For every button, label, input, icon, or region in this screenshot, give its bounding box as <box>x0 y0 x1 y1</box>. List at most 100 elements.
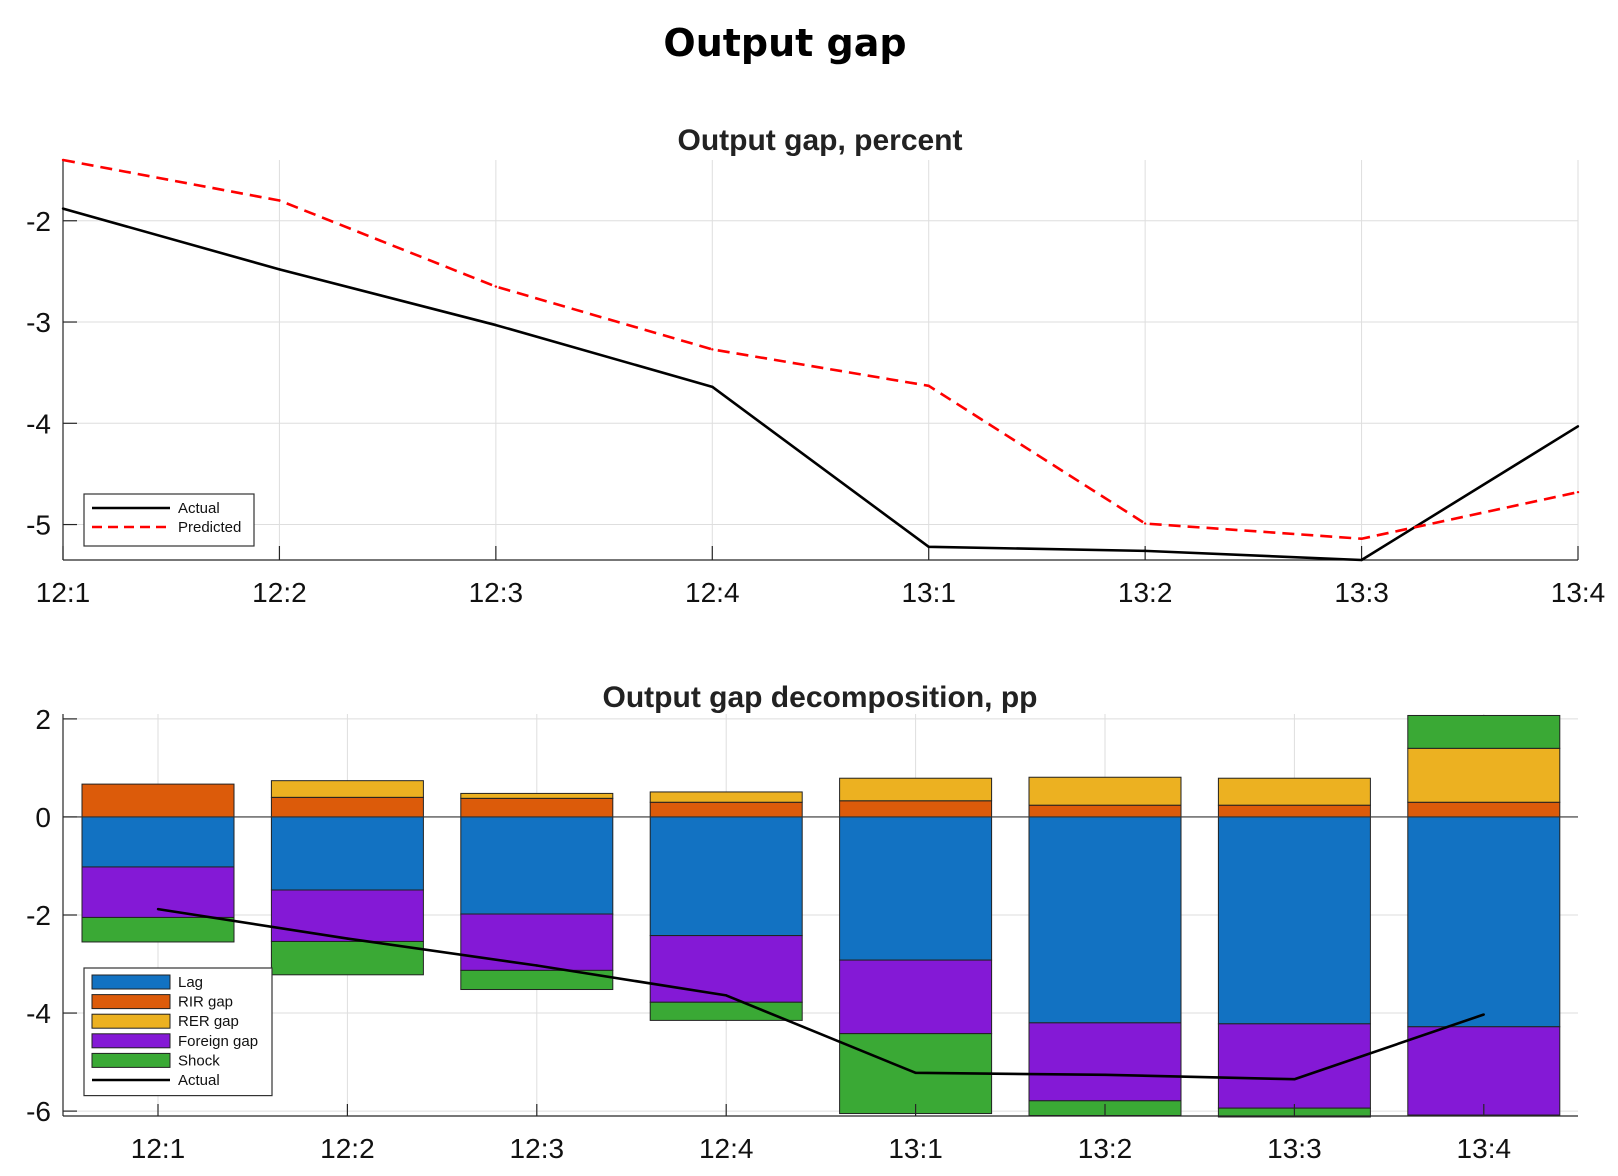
data-point-actual <box>927 545 930 549</box>
legend-label-predicted: Predicted <box>178 519 241 536</box>
y-tick-label: 0 <box>35 802 51 833</box>
output-gap-line-chart: Output gap, percent 12:1 12:2 12:3 12:4 13:1… <box>26 124 1605 608</box>
x-tick-label: 13:2 <box>1118 577 1173 608</box>
data-point-predicted <box>61 158 65 162</box>
chart2-legend: Lag RIR gap RER gap Foreign gap Shock Actual <box>83 967 273 1097</box>
bar-segment-shock <box>460 969 614 991</box>
data-point-actual <box>61 207 65 210</box>
bar-segment-rer-gap <box>270 780 424 798</box>
bar-segment-rir-gap <box>1407 801 1561 818</box>
legend-label-rer-gap: RER gap <box>178 1013 239 1030</box>
data-point-predicted <box>494 285 498 288</box>
x-tick-label: 13:1 <box>888 1133 943 1164</box>
bar-segment-rir-gap <box>1217 804 1371 818</box>
data-point-actual <box>494 323 498 327</box>
x-tick-label: 13:1 <box>901 577 956 608</box>
bar-segment-rir-gap <box>270 796 424 818</box>
bar-segment-lag <box>1217 816 1371 1025</box>
actual-point <box>914 1071 917 1075</box>
x-tick-label: 12:3 <box>510 1133 565 1164</box>
bar-segment-lag <box>270 816 424 891</box>
legend-label-lag: Lag <box>178 974 203 991</box>
bar-segment-lag <box>81 816 235 868</box>
actual-point <box>346 937 349 940</box>
actual-point <box>1482 1013 1486 1016</box>
bar-segment-foreign-gap <box>649 935 803 1003</box>
legend-swatch-rer-gap <box>91 1013 171 1029</box>
y-tick-label: -5 <box>26 510 51 541</box>
figure-title: Output gap <box>663 21 906 65</box>
bar-segment-rer-gap <box>839 777 993 802</box>
data-point-actual <box>1576 425 1580 428</box>
data-point-actual <box>711 385 714 389</box>
y-tick-label: -6 <box>26 1096 51 1127</box>
bar-segment-foreign-gap <box>1028 1022 1182 1102</box>
bar-segment-foreign-gap <box>839 959 993 1035</box>
x-tick-label: 12:2 <box>320 1133 375 1164</box>
y-tick-label: -4 <box>26 408 51 439</box>
y-tick-label: -3 <box>26 307 51 338</box>
legend-swatch-shock <box>91 1052 171 1068</box>
actual-point <box>725 994 728 997</box>
actual-line <box>157 907 1485 1081</box>
legend-swatch-lag <box>91 974 171 990</box>
actual-point <box>1103 1073 1107 1077</box>
x-tick-label: 12:1 <box>36 577 91 608</box>
y-tick-label: -2 <box>26 206 51 237</box>
bar-segment-rer-gap <box>1407 747 1561 803</box>
bar-segment-rer-gap <box>460 792 614 799</box>
legend-swatch-rir-gap <box>91 994 171 1010</box>
bar-segment-lag <box>649 816 803 937</box>
x-tick-label: 12:1 <box>131 1133 186 1164</box>
chart2-title: Output gap decomposition, pp <box>603 681 1038 714</box>
series-line-actual <box>62 207 1579 562</box>
actual-point <box>1293 1078 1296 1081</box>
data-point-actual <box>1360 558 1363 562</box>
x-tick-label: 12:2 <box>252 577 307 608</box>
bar-segment-foreign-gap <box>270 889 424 942</box>
data-point-predicted <box>1576 490 1580 494</box>
bar-segment-rir-gap <box>460 797 614 818</box>
x-tick-label: 13:3 <box>1267 1133 1322 1164</box>
series-line-predicted <box>62 158 1579 541</box>
data-point-actual <box>278 268 281 271</box>
bar-segment-rir-gap <box>649 801 803 818</box>
data-point-predicted <box>1360 537 1363 540</box>
legend-label-foreign-gap: Foreign gap <box>178 1033 258 1050</box>
data-point-actual <box>1143 549 1147 553</box>
bar-segment-foreign-gap <box>1407 1026 1561 1116</box>
bar-segment-shock <box>1407 714 1561 749</box>
bar-segment-rir-gap <box>1028 804 1182 818</box>
x-tick-label: 13:3 <box>1334 577 1389 608</box>
legend-box <box>83 493 255 547</box>
x-tick-label: 13:2 <box>1078 1133 1133 1164</box>
bar-segment-foreign-gap <box>460 913 614 971</box>
bar-segment-rir-gap <box>81 783 235 818</box>
x-tick-label: 12:4 <box>685 577 740 608</box>
data-point-predicted <box>1143 522 1147 525</box>
chart1-title: Output gap, percent <box>678 124 963 157</box>
bar-segment-lag <box>1028 816 1182 1024</box>
bar-segment-rer-gap <box>1217 777 1371 806</box>
y-tick-label: -2 <box>26 900 51 931</box>
data-point-predicted <box>711 348 714 351</box>
bar-segment-lag <box>1407 816 1561 1028</box>
legend-swatch-foreign-gap <box>91 1033 171 1049</box>
output-gap-decomposition-chart: Output gap decomposition, pp 12:1 12:2 12:… <box>26 681 1578 1164</box>
y-tick-label: -4 <box>26 998 51 1029</box>
bar-segment-rer-gap <box>649 791 803 803</box>
bar-segment-rer-gap <box>1028 776 1182 806</box>
x-tick-label: 13:4 <box>1457 1133 1512 1164</box>
legend-label-actual: Actual <box>178 500 220 517</box>
bar-segment-lag <box>839 816 993 961</box>
actual-point <box>535 964 538 967</box>
bar-segment-shock <box>649 1001 803 1021</box>
data-point-predicted <box>927 384 930 388</box>
y-tick-label: 2 <box>35 704 51 735</box>
x-tick-label: 13:4 <box>1551 577 1606 608</box>
bar-segment-lag <box>460 816 614 915</box>
legend-label-rir-gap: RIR gap <box>178 994 233 1011</box>
chart1-legend: Actual Predicted <box>83 493 255 547</box>
data-point-predicted <box>278 199 281 202</box>
